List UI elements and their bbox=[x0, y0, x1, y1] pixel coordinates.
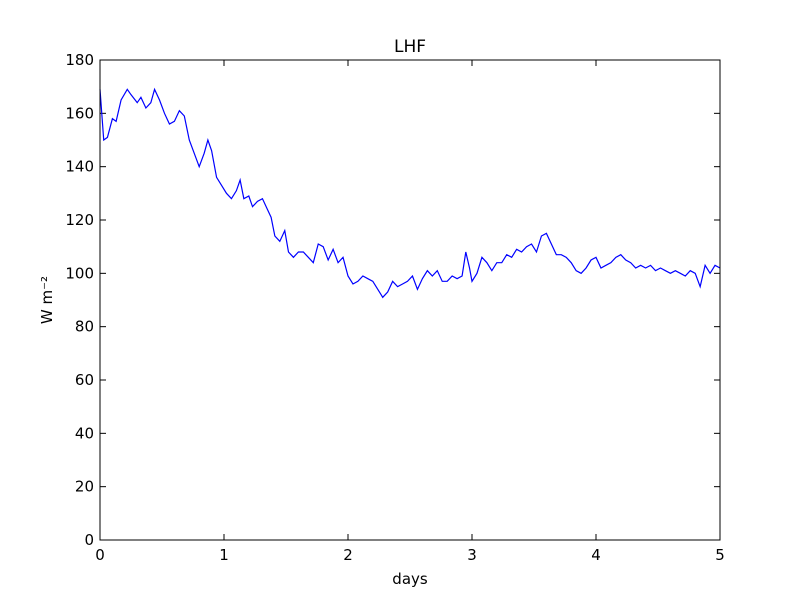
x-tick-label: 2 bbox=[343, 546, 353, 564]
x-tick-label: 1 bbox=[219, 546, 229, 564]
y-tick-label: 160 bbox=[65, 104, 94, 122]
y-tick-label: 0 bbox=[84, 531, 94, 549]
data-line bbox=[99, 87, 721, 299]
y-tick-label: 60 bbox=[75, 371, 94, 389]
y-tick-label: 40 bbox=[75, 424, 94, 442]
y-axis-label: W m⁻² bbox=[38, 276, 56, 324]
y-tick-label: 20 bbox=[75, 478, 94, 496]
chart-title: LHF bbox=[394, 37, 426, 57]
plot-frame bbox=[99, 59, 721, 541]
y-tick-label: 100 bbox=[65, 264, 94, 282]
x-tick-label: 4 bbox=[591, 546, 601, 564]
y-tick-label: 140 bbox=[65, 158, 94, 176]
y-tick-label: 120 bbox=[65, 211, 94, 229]
y-tick-label: 180 bbox=[65, 51, 94, 69]
x-tick-label: 3 bbox=[467, 546, 477, 564]
x-tick-label: 5 bbox=[715, 546, 725, 564]
y-tick-label: 80 bbox=[75, 318, 94, 336]
x-axis-label: days bbox=[392, 570, 428, 588]
x-tick-label: 0 bbox=[95, 546, 105, 564]
